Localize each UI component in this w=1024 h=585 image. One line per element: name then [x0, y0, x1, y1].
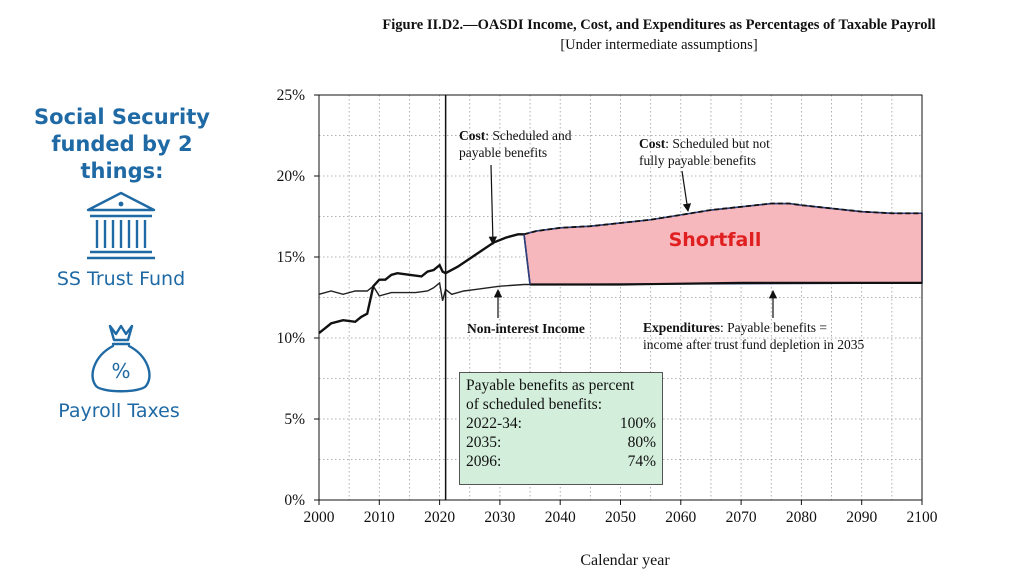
- annotation-cost-not-payable-bold: Cost: [639, 136, 666, 151]
- sidebar-heading-line2: funded by 2 things:: [51, 132, 193, 183]
- bank-icon: [86, 191, 156, 260]
- payable-box-row: 2096: 74%: [466, 452, 656, 471]
- payable-box-value: 74%: [627, 453, 656, 470]
- depletion-drop-line: [523, 234, 531, 285]
- arrow-cost-not-payable: [681, 170, 692, 213]
- payable-box-value: 80%: [627, 434, 656, 451]
- annotation-income: Non-interest Income: [467, 321, 585, 336]
- shortfall-label: Shortfall: [668, 229, 762, 251]
- annotation-cost-not-payable-line2: fully payable benefits: [639, 153, 756, 168]
- arrow-cost-scheduled: [488, 164, 498, 246]
- sidebar-heading-line1: Social Security: [34, 105, 210, 129]
- arrow-layer: [488, 164, 778, 318]
- x-tick-label: 2070: [726, 509, 757, 526]
- cost-scheduled-line: [318, 233, 524, 335]
- sidebar-item-trust-fund: SS Trust Fund: [56, 268, 186, 290]
- annotation-cost-scheduled: Cost: Scheduled and payable benefits: [459, 127, 571, 161]
- annotation-expenditures-line2: income after trust fund depletion in 203…: [643, 337, 865, 352]
- x-tick-label: 2010: [364, 509, 395, 526]
- funding-sidebar: Social Security funded by 2 things: SS T…: [0, 0, 250, 585]
- x-tick-label: 2050: [605, 509, 636, 526]
- axis-layer: 2000 2010 2020 2030 2040 2050 2060 2070 2080 2090…: [277, 87, 938, 526]
- sidebar-heading: Social Security funded by 2 things:: [8, 104, 236, 185]
- y-tick-label: 20%: [277, 168, 306, 185]
- x-tick-label: 2000: [304, 509, 335, 526]
- annotation-cost-scheduled-bold: Cost: [459, 128, 486, 143]
- x-tick-label: 2040: [545, 509, 576, 526]
- x-tick-label: 2020: [424, 509, 455, 526]
- annotation-expenditures: Expenditures: Payable benefits = income …: [643, 319, 864, 353]
- money-bag-icon: %: [91, 324, 151, 393]
- svg-text:%: %: [111, 359, 130, 383]
- x-tick-label: 2030: [484, 509, 515, 526]
- expenditures-line: [530, 281, 922, 286]
- figure-title: Figure II.D2.—OASDI Income, Cost, and Ex…: [382, 17, 936, 33]
- annotation-expenditures-bold: Expenditures: [643, 320, 721, 335]
- x-axis-label: Calendar year: [580, 552, 670, 569]
- payable-box-row: 2035: 80%: [466, 433, 656, 452]
- annotation-cost-scheduled-rest: : Scheduled and: [485, 128, 572, 143]
- x-tick-label: 2090: [846, 509, 877, 526]
- annotation-expenditures-rest: : Payable benefits =: [720, 320, 827, 335]
- payable-box-period: 2096:: [466, 453, 502, 470]
- payable-box-period: 2022-34:: [466, 415, 522, 432]
- payable-box-period: 2035:: [466, 434, 502, 451]
- annotation-cost-not-payable-rest: : Scheduled but not: [665, 136, 770, 151]
- y-tick-label: 0%: [284, 492, 305, 509]
- x-tick-label: 2080: [786, 509, 817, 526]
- y-tick-label: 25%: [277, 87, 306, 104]
- cost-not-payable-line: [523, 202, 922, 236]
- annotation-cost-not-payable: Cost: Scheduled but not fully payable be…: [639, 135, 770, 169]
- payable-box-row: 2022-34: 100%: [466, 414, 656, 433]
- y-tick-label: 10%: [277, 330, 306, 347]
- figure-subtitle: [Under intermediate assumptions]: [560, 37, 758, 53]
- payable-box-heading2: of scheduled benefits:: [466, 396, 603, 413]
- series-layer: [318, 95, 922, 500]
- x-tick-label: 2060: [665, 509, 696, 526]
- y-tick-label: 15%: [277, 249, 306, 266]
- annotation-cost-scheduled-line2: payable benefits: [459, 145, 548, 160]
- payable-box-heading1: Payable benefits as percent: [466, 377, 635, 394]
- x-tick-label: 2100: [907, 509, 938, 526]
- sidebar-item-payroll-taxes: Payroll Taxes: [58, 400, 180, 422]
- payable-benefits-box: Payable benefits as percent of scheduled…: [459, 372, 663, 485]
- payable-box-value: 100%: [619, 415, 656, 432]
- y-tick-label: 5%: [284, 411, 305, 428]
